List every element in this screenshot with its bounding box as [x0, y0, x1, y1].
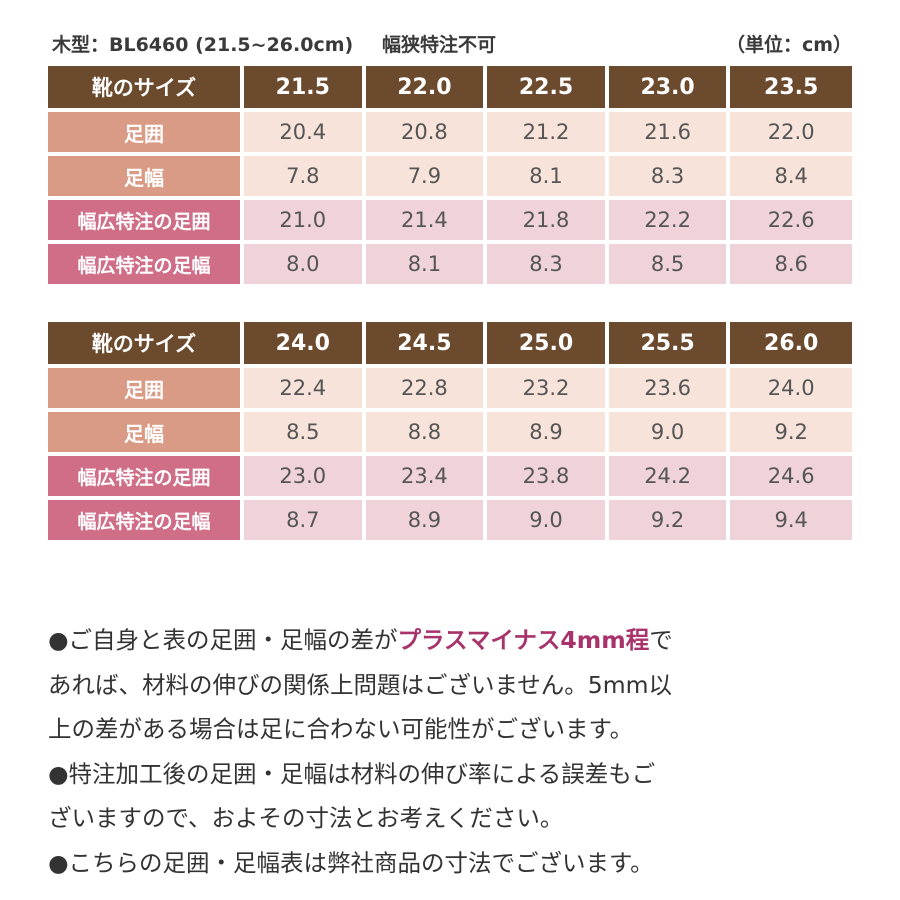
value-cell: 8.5: [608, 244, 731, 288]
value-cell: 8.1: [365, 244, 488, 288]
value-cell: 9.2: [730, 412, 852, 456]
wide-girth-row: 幅広特注の足囲 23.0 23.4 23.8 24.2 24.6: [48, 456, 852, 500]
foot-girth-row: 足囲 22.4 22.8 23.2 23.6 24.0: [48, 368, 852, 412]
narrow-not-available-label: 幅狭特注不可: [382, 34, 497, 56]
note-line: ●特注加工後の足囲・足幅は材料の伸び率による誤差もご: [48, 759, 656, 788]
note-line: 上の差がある場合は足に合わない可能性がございます。: [48, 715, 634, 743]
value-cell: 9.2: [608, 500, 731, 544]
size-table-1: 靴のサイズ 21.5 22.0 22.5 23.0 23.5 足囲 20.4 2…: [48, 66, 852, 288]
size-cell: 22.5: [487, 66, 609, 112]
value-cell: 21.6: [608, 112, 731, 156]
value-cell: 24.2: [608, 456, 731, 500]
value-cell: 7.9: [365, 156, 488, 200]
size-cell: 22.0: [365, 66, 488, 112]
row-label-foot-girth: 足囲: [48, 368, 244, 412]
foot-width-row: 足幅 8.5 8.8 8.9 9.0 9.2: [48, 412, 852, 456]
note1-text-end: で: [649, 626, 673, 654]
row-label-size: 靴のサイズ: [48, 66, 244, 112]
size-table-2: 靴のサイズ 24.0 24.5 25.0 25.5 26.0 足囲 22.4 2…: [48, 322, 852, 544]
value-cell: 8.3: [608, 156, 731, 200]
size-header-row: 靴のサイズ 21.5 22.0 22.5 23.0 23.5: [48, 66, 852, 112]
value-cell: 20.4: [244, 112, 366, 156]
note1-text: ●ご自身と表の足囲・足幅の差が: [48, 626, 398, 654]
row-label-size: 靴のサイズ: [48, 322, 244, 368]
model-label: 木型：BL6460 (21.5~26.0cm): [52, 34, 354, 56]
value-cell: 8.6: [730, 244, 852, 288]
size-cell: 24.0: [244, 322, 366, 368]
size-cell: 26.0: [730, 322, 852, 368]
value-cell: 23.4: [365, 456, 488, 500]
row-label-foot-width: 足幅: [48, 156, 244, 200]
value-cell: 9.4: [730, 500, 852, 544]
value-cell: 8.9: [365, 500, 488, 544]
wide-girth-row: 幅広特注の足囲 21.0 21.4 21.8 22.2 22.6: [48, 200, 852, 244]
note-line: ●こちらの足囲・足幅表は弊社商品の寸法でございます。: [48, 848, 654, 877]
note1-highlight: プラスマイナス4mm程: [397, 626, 650, 654]
size-cell: 23.0: [608, 66, 731, 112]
value-cell: 8.5: [244, 412, 366, 456]
foot-girth-row: 足囲 20.4 20.8 21.2 21.6 22.0: [48, 112, 852, 156]
size-cell: 25.0: [487, 322, 609, 368]
note-line: ●ご自身と表の足囲・足幅の差がプラスマイナス4mm程で: [48, 618, 868, 663]
foot-width-row: 足幅 7.8 7.9 8.1 8.3 8.4: [48, 156, 852, 200]
size-cell: 25.5: [608, 322, 731, 368]
value-cell: 22.6: [730, 200, 852, 244]
value-cell: 23.8: [487, 456, 609, 500]
value-cell: 22.0: [730, 112, 852, 156]
value-cell: 8.4: [730, 156, 852, 200]
value-cell: 21.2: [487, 112, 609, 156]
note-line: ざいますので、およその寸法とお考えください。: [48, 804, 564, 832]
value-cell: 24.6: [730, 456, 852, 500]
value-cell: 23.2: [487, 368, 609, 412]
row-label-wide-width: 幅広特注の足幅: [48, 244, 244, 288]
wide-width-row: 幅広特注の足幅 8.7 8.9 9.0 9.2 9.4: [48, 500, 852, 544]
size-cell: 21.5: [244, 66, 366, 112]
value-cell: 9.0: [487, 500, 609, 544]
value-cell: 20.8: [365, 112, 488, 156]
row-label-foot-girth: 足囲: [48, 112, 244, 156]
value-cell: 8.0: [244, 244, 366, 288]
size-header-row: 靴のサイズ 24.0 24.5 25.0 25.5 26.0: [48, 322, 852, 368]
value-cell: 8.8: [365, 412, 488, 456]
size-cell: 24.5: [365, 322, 488, 368]
value-cell: 21.4: [365, 200, 488, 244]
value-cell: 21.0: [244, 200, 366, 244]
value-cell: 23.0: [244, 456, 366, 500]
value-cell: 24.0: [730, 368, 852, 412]
note-line: あれば、材料の伸びの関係上問題はございません。5mm以: [48, 670, 673, 699]
value-cell: 22.8: [365, 368, 488, 412]
value-cell: 23.6: [608, 368, 731, 412]
value-cell: 8.7: [244, 500, 366, 544]
wide-width-row: 幅広特注の足幅 8.0 8.1 8.3 8.5 8.6: [48, 244, 852, 288]
unit-label: （単位：cm）: [725, 34, 852, 56]
value-cell: 8.3: [487, 244, 609, 288]
row-label-foot-width: 足幅: [48, 412, 244, 456]
size-cell: 23.5: [730, 66, 852, 112]
row-label-wide-width: 幅広特注の足幅: [48, 500, 244, 544]
value-cell: 9.0: [608, 412, 731, 456]
value-cell: 8.9: [487, 412, 609, 456]
header-line: 木型：BL6460 (21.5~26.0cm) 幅狭特注不可 （単位：cm）: [52, 30, 852, 60]
value-cell: 7.8: [244, 156, 366, 200]
value-cell: 22.2: [608, 200, 731, 244]
value-cell: 21.8: [487, 200, 609, 244]
value-cell: 22.4: [244, 368, 366, 412]
notes-block: ●ご自身と表の足囲・足幅の差がプラスマイナス4mm程で あれば、材料の伸びの関係…: [48, 618, 868, 885]
row-label-wide-girth: 幅広特注の足囲: [48, 456, 244, 500]
row-label-wide-girth: 幅広特注の足囲: [48, 200, 244, 244]
value-cell: 8.1: [487, 156, 609, 200]
